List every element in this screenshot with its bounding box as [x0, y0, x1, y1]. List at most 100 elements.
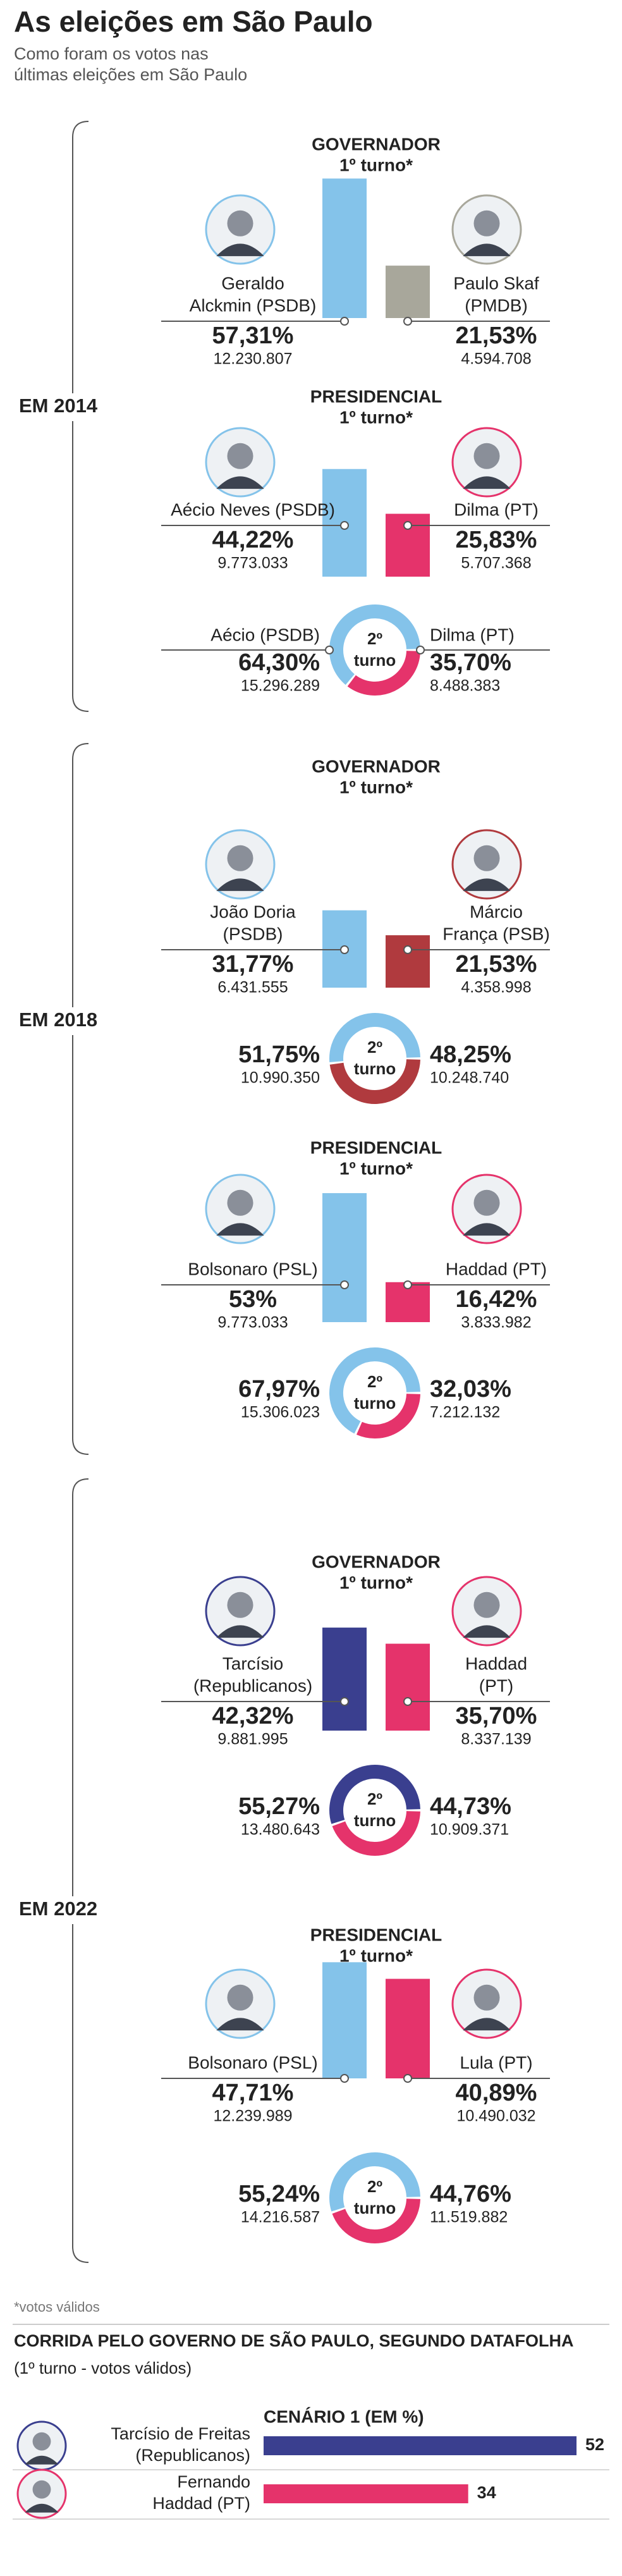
poll-bar	[264, 2436, 577, 2455]
vote-count: 13.480.643	[241, 1821, 320, 1839]
photo-body	[463, 476, 511, 489]
label-bg	[13, 393, 101, 421]
leader-dot	[403, 1280, 412, 1289]
candidate-name: Haddad (PT)	[446, 1259, 547, 1279]
leader-dot	[340, 2074, 349, 2083]
vote-count: 3.833.982	[461, 1314, 531, 1332]
donut-arc	[332, 2198, 420, 2243]
vote-count: 9.773.033	[217, 1314, 288, 1332]
candidate-name: Bolsonaro (PSL)	[188, 1259, 317, 1279]
subtitle: últimas eleições em São Paulo	[14, 65, 247, 84]
photo-body	[216, 1223, 264, 1236]
percent-label: 44,73%	[430, 1793, 511, 1820]
leader-dot	[325, 646, 334, 654]
vote-count: 9.773.033	[217, 555, 288, 572]
vote-count: 11.519.882	[430, 2209, 508, 2226]
photo-body	[25, 2503, 59, 2513]
leader-dot	[403, 521, 412, 530]
photo-head	[473, 210, 500, 236]
race-heading: 1º turno*	[339, 1158, 413, 1178]
leader-dot	[403, 945, 412, 954]
leader-dot	[340, 521, 349, 530]
candidate-name: Haddad	[465, 1653, 527, 1673]
leader-dot	[340, 1280, 349, 1289]
section-label: EM 2014	[19, 395, 98, 417]
candidate-name: Aécio Neves (PSDB)	[171, 500, 335, 519]
vote-count: 15.296.289	[241, 677, 320, 695]
vote-count: 8.488.383	[430, 677, 500, 695]
photo-head	[227, 1189, 253, 1216]
donut-arc	[329, 2152, 420, 2212]
photo-body	[216, 878, 264, 892]
section-bracket	[72, 743, 89, 1455]
donut-arc	[329, 1347, 420, 1434]
percent-label: 16,42%	[456, 1286, 537, 1313]
candidate-name: França (PSB)	[442, 924, 550, 943]
turn-label: 2º	[367, 1038, 382, 1057]
candidate-name: Paulo Skaf	[453, 273, 539, 293]
turn-label: turno	[354, 1811, 396, 1830]
candidate-name: (PSDB)	[223, 924, 283, 943]
percent-label: 44,22%	[212, 527, 294, 553]
photo-head	[227, 845, 253, 871]
photo-body	[216, 2018, 264, 2031]
race-heading: PRESIDENCIAL	[310, 1925, 442, 1944]
candidate-name: Geraldo	[221, 273, 284, 293]
percent-label: 32,03%	[430, 1376, 511, 1402]
percent-label: 31,77%	[212, 951, 294, 978]
photo-head	[473, 1984, 500, 2011]
percent-label: 57,31%	[212, 322, 294, 349]
percent-label: 53%	[229, 1286, 277, 1313]
poll-name: Tarcísio de Freitas	[111, 2424, 250, 2443]
candidate-name: Dilma (PT)	[454, 500, 539, 519]
candidate-name: Aécio (PSDB)	[210, 625, 320, 644]
vote-count: 10.909.371	[430, 1821, 509, 1839]
vote-bar	[386, 1643, 430, 1731]
vote-bar	[322, 1193, 367, 1322]
subtitle: Como foram os votos nas	[14, 44, 209, 63]
percent-label: 21,53%	[456, 322, 537, 349]
turn-label: turno	[354, 1394, 396, 1413]
candidate-name: Tarcísio	[223, 1653, 283, 1673]
percent-label: 67,97%	[238, 1376, 320, 1402]
turn-label: turno	[354, 651, 396, 670]
candidate-name: (Republicanos)	[193, 1676, 312, 1695]
poll-name: (Republicanos)	[135, 2446, 250, 2465]
photo-head	[32, 2432, 51, 2451]
percent-label: 25,83%	[456, 527, 537, 553]
vote-count: 10.490.032	[456, 2107, 535, 2125]
photo-head	[32, 2480, 51, 2499]
photo-head	[227, 443, 253, 469]
poll-name: Haddad (PT)	[152, 2494, 250, 2513]
page-title: As eleições em São Paulo	[14, 5, 373, 38]
leader-dot	[340, 1697, 349, 1706]
leader-dot	[403, 317, 412, 326]
vote-count: 15.306.023	[241, 1404, 320, 1421]
section-label: EM 2022	[19, 1898, 97, 1920]
vote-count: 10.248.740	[430, 1069, 509, 1087]
race-heading: GOVERNADOR	[312, 134, 441, 154]
vote-count: 4.594.708	[461, 350, 531, 368]
race-heading: 1º turno*	[339, 407, 413, 427]
donut-arc	[329, 1058, 420, 1104]
turn-label: 2º	[367, 629, 382, 648]
race-heading: 1º turno*	[339, 155, 413, 175]
race-heading: 1º turno*	[339, 777, 413, 797]
photo-head	[227, 1984, 253, 2011]
photo-body	[216, 243, 264, 257]
photo-body	[216, 476, 264, 489]
percent-label: 44,76%	[430, 2181, 511, 2207]
poll-value: 34	[477, 2483, 496, 2502]
vote-count: 7.212.132	[430, 1404, 500, 1421]
label-bg	[13, 1896, 101, 1924]
turn-label: 2º	[367, 2177, 382, 2196]
photo-head	[473, 845, 500, 871]
vote-bar	[322, 1962, 367, 2078]
race-heading: GOVERNADOR	[312, 1552, 441, 1571]
percent-label: 35,70%	[430, 649, 511, 676]
vote-count: 14.216.587	[241, 2209, 320, 2226]
poll-value: 52	[585, 2435, 604, 2454]
vote-count: 9.881.995	[217, 1731, 288, 1748]
poll-bar	[264, 2484, 468, 2503]
